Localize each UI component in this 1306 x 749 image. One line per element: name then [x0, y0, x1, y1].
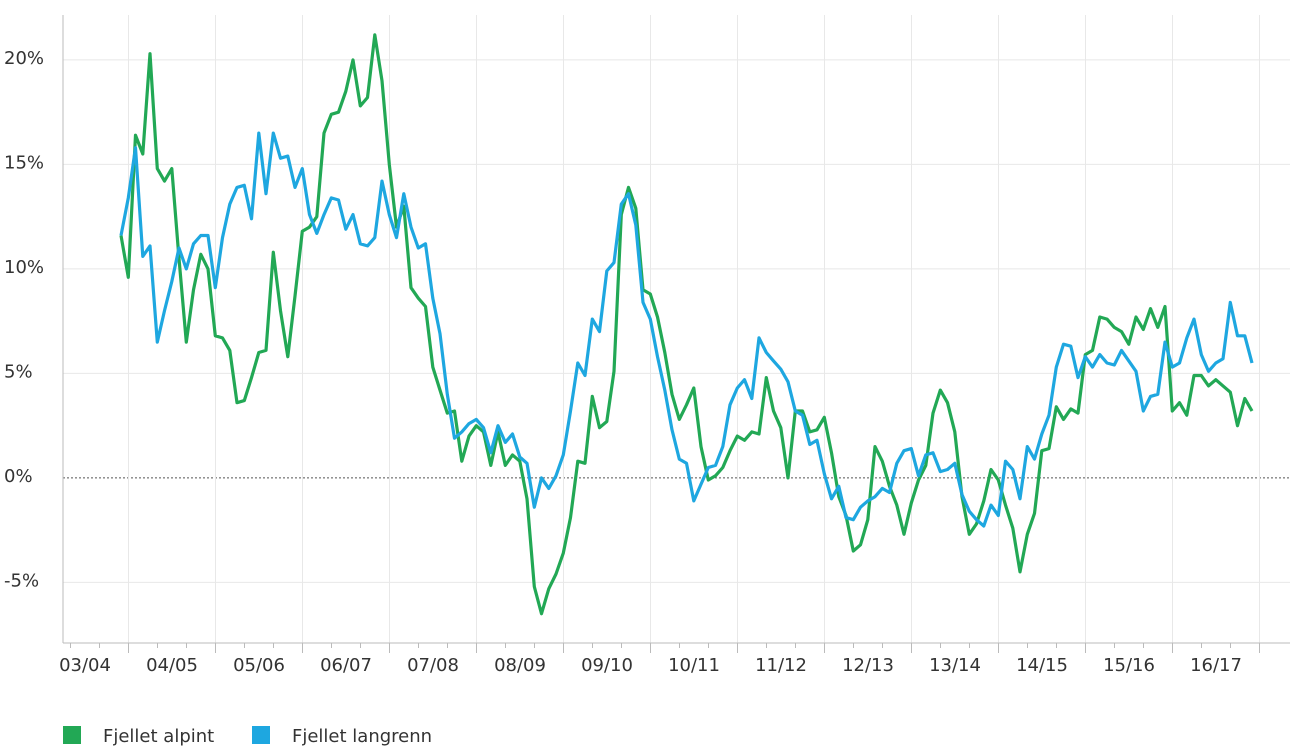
y-tick-label: 20%: [4, 48, 44, 69]
grid: [63, 15, 1290, 643]
x-tick-label: 08/09: [494, 655, 546, 676]
x-tick-label: 10/11: [668, 655, 720, 676]
y-tick-label: -5%: [4, 570, 39, 591]
legend-swatch: [252, 726, 270, 744]
legend-swatch: [63, 726, 81, 744]
x-tick-label: 03/04: [59, 655, 111, 676]
series-line: [119, 131, 1254, 528]
series-line: [119, 33, 1254, 616]
x-tick-label: 16/17: [1190, 655, 1242, 676]
y-tick-label: 15%: [4, 152, 44, 173]
x-tick-label: 11/12: [755, 655, 807, 676]
legend-label: Fjellet langrenn: [292, 726, 432, 747]
x-tick-label: 12/13: [842, 655, 894, 676]
y-tick-label: 10%: [4, 257, 44, 278]
x-tick-label: 09/10: [581, 655, 633, 676]
legend-label: Fjellet alpint: [103, 726, 214, 747]
y-tick-label: 5%: [4, 361, 33, 382]
x-tick-label: 15/16: [1103, 655, 1155, 676]
x-tick-label: 13/14: [929, 655, 981, 676]
x-tick-label: 07/08: [407, 655, 459, 676]
x-tick-label: 14/15: [1016, 655, 1068, 676]
x-tick-label: 04/05: [146, 655, 198, 676]
x-tick-label: 06/07: [320, 655, 372, 676]
y-tick-label: 0%: [4, 466, 33, 487]
x-tick-label: 05/06: [233, 655, 285, 676]
